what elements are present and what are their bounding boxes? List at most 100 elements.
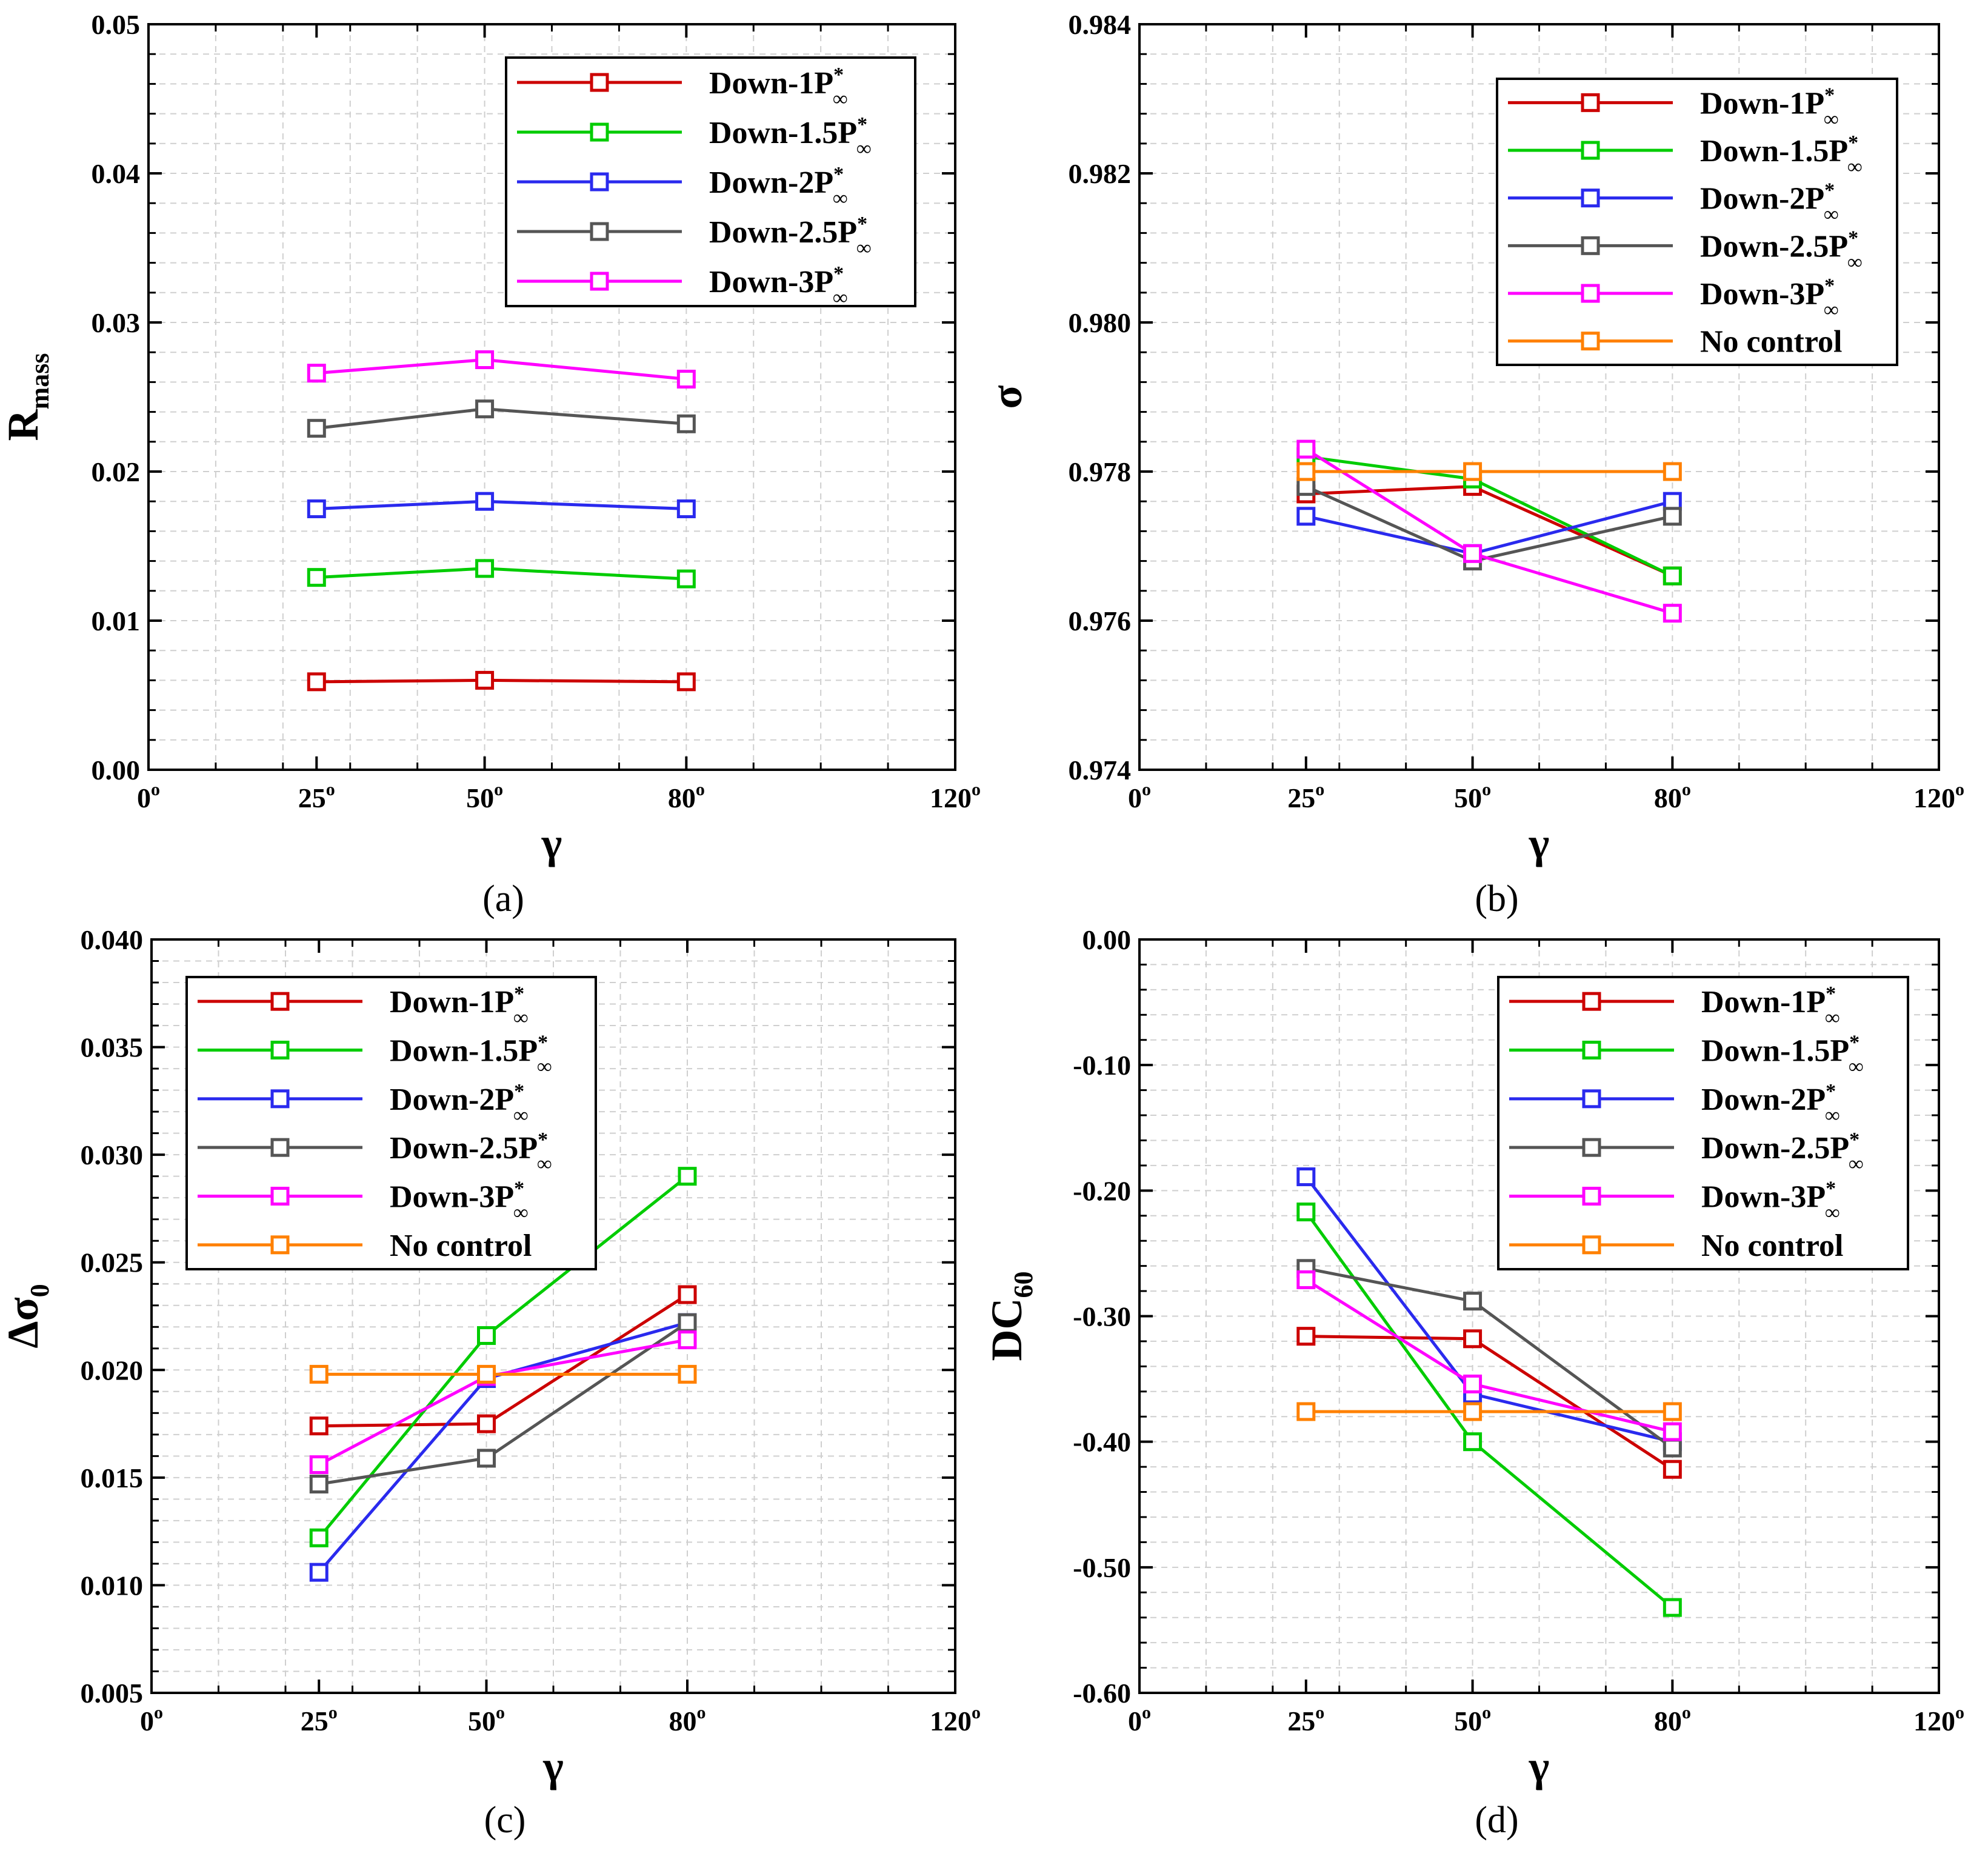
y-axis-title-main: Δσ [0, 1297, 47, 1348]
degree-symbol: o [696, 779, 705, 799]
data-point [678, 1313, 697, 1332]
y-tick-label: 0.02 [92, 456, 141, 487]
legend-label: Down-1.5P* ∞ [709, 113, 871, 160]
degree-symbol: o [1482, 1703, 1491, 1723]
legend-superscript: * [538, 1129, 548, 1151]
data-point [678, 1285, 697, 1304]
x-tick-value: 25 [301, 1706, 329, 1737]
legend-swatch-marker [590, 122, 609, 142]
data-point [676, 499, 696, 518]
legend-label-text: No control [1701, 1229, 1843, 1263]
legend-label: Down-1P* ∞ [1701, 983, 1840, 1029]
degree-symbol: o [1955, 1703, 1964, 1723]
legend-swatch-marker [1582, 1041, 1601, 1059]
data-point [475, 670, 495, 690]
legend-label-text: Down-1P [390, 985, 514, 1019]
legend-label-text: Down-1.5P [390, 1034, 538, 1069]
legend-subscript: ∞ [1847, 251, 1862, 273]
x-tick-value: 50 [1454, 1706, 1482, 1737]
data-point [678, 1167, 697, 1186]
legend-label: Down-1P* ∞ [709, 64, 847, 110]
x-tick-label: 80o [1654, 779, 1691, 813]
legend-subscript: ∞ [1825, 1104, 1840, 1127]
data-point [1296, 439, 1316, 459]
y-tick-label: -0.20 [1073, 1175, 1131, 1206]
degree-symbol: o [1682, 1703, 1691, 1723]
legend-subscript: ∞ [513, 1104, 528, 1127]
data-point [307, 419, 326, 438]
legend-subscript: ∞ [1824, 108, 1838, 130]
legend-label: Down-1.5P* ∞ [1701, 1032, 1863, 1078]
y-axis-title-subscript: mass [25, 353, 55, 410]
x-tick-label: 80o [668, 779, 705, 813]
data-point [307, 672, 326, 692]
data-point [1296, 1167, 1316, 1187]
legend-superscript: * [1848, 227, 1858, 249]
data-point [1463, 1374, 1483, 1393]
y-tick-label: -0.10 [1073, 1050, 1131, 1081]
legend-superscript: * [833, 262, 844, 285]
x-tick-label: 50o [466, 779, 503, 813]
degree-symbol: o [1142, 1703, 1151, 1723]
data-point [1463, 1402, 1483, 1421]
legend-swatch-marker [1582, 1089, 1601, 1109]
y-tick-label: -0.50 [1073, 1552, 1131, 1583]
legend-label-text: Down-1P [1700, 86, 1824, 121]
legend-label: Down-2P* ∞ [1701, 1080, 1840, 1127]
legend-label: No control [1701, 1229, 1843, 1263]
x-tick-value: 25 [1287, 1706, 1315, 1737]
data-point [477, 1449, 496, 1468]
legend-swatch-marker [1581, 284, 1600, 303]
data-point [1463, 544, 1483, 563]
x-axis-title: γ [542, 1742, 564, 1790]
x-tick-label: 50o [468, 1703, 505, 1737]
legend-label-text: Down-2P [1701, 1083, 1826, 1117]
legend-swatch-marker [270, 1187, 290, 1206]
legend-superscript: * [538, 1032, 548, 1054]
legend-swatch-marker [1582, 1187, 1601, 1206]
data-point [1663, 1422, 1682, 1441]
legend-subscript: ∞ [1825, 1202, 1840, 1224]
legend-label: Down-2P* ∞ [709, 163, 847, 210]
y-tick-label: 0.010 [81, 1570, 144, 1601]
data-point [309, 1416, 329, 1436]
degree-symbol: o [972, 779, 981, 799]
data-point [477, 1326, 496, 1345]
legend-subscript: ∞ [833, 88, 847, 110]
legend-label: No control [1700, 325, 1842, 359]
data-point [1296, 1402, 1316, 1421]
x-tick-value: 50 [466, 782, 494, 813]
legend-subscript: ∞ [513, 1007, 528, 1029]
data-point [309, 1563, 329, 1582]
data-point [1296, 1203, 1316, 1222]
legend-label-text: Down-1P [1701, 985, 1826, 1019]
legend-box [1497, 976, 1909, 1270]
legend-label-text: Down-3P [1700, 277, 1824, 312]
legend-label-text: No control [390, 1229, 532, 1263]
panel-label: (d) [1475, 1800, 1518, 1841]
y-tick-label: -0.40 [1073, 1427, 1131, 1458]
legend-superscript: * [514, 1178, 524, 1200]
data-point [1663, 1598, 1682, 1617]
y-tick-label: 0.05 [92, 9, 141, 40]
x-tick-label: 50o [1454, 1703, 1491, 1737]
legend-subscript: ∞ [856, 237, 871, 259]
data-point [678, 1330, 697, 1350]
legend-label-text: Down-1.5P [1700, 134, 1848, 168]
legend-label-text: No control [1700, 325, 1842, 359]
x-tick-value: 80 [1654, 1706, 1682, 1737]
degree-symbol: o [1682, 779, 1691, 799]
data-point [307, 568, 326, 587]
legend-label-text: Down-1P [709, 66, 833, 101]
x-tick-label: 120o [1913, 1703, 1964, 1737]
x-tick-label: 25o [301, 1703, 338, 1737]
y-tick-label: 0.025 [81, 1247, 144, 1278]
legend-subscript: ∞ [1847, 156, 1862, 178]
y-tick-label: 0.984 [1069, 9, 1132, 40]
legend-label-text: Down-3P [709, 265, 833, 299]
y-tick-label: 0.974 [1069, 755, 1132, 786]
data-point [1663, 1460, 1682, 1479]
panel-label: (a) [482, 878, 524, 919]
